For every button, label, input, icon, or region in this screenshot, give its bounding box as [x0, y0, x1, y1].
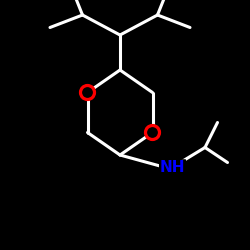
- Circle shape: [81, 86, 94, 99]
- Circle shape: [146, 126, 159, 139]
- Text: NH: NH: [160, 160, 185, 175]
